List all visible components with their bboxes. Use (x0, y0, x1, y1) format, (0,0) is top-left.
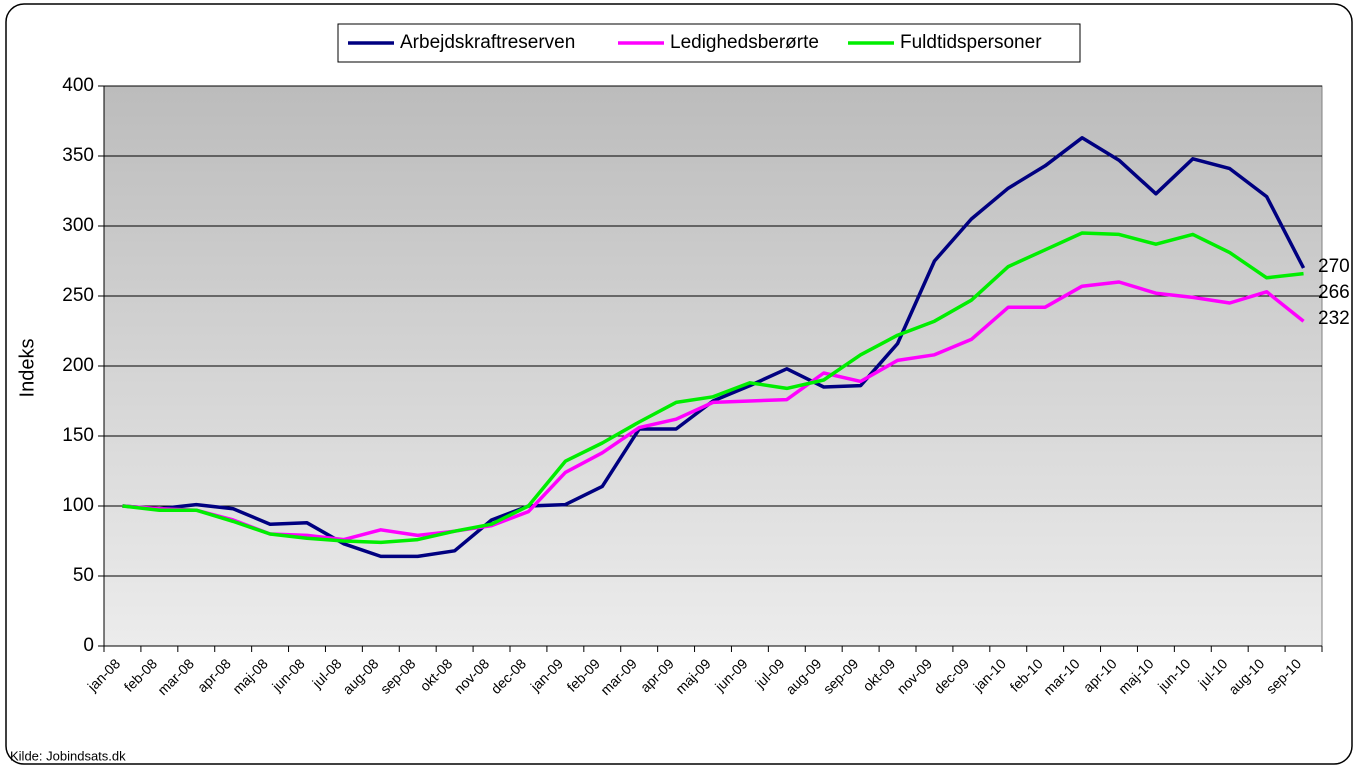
y-tick-label: 400 (62, 75, 94, 96)
y-tick-label: 0 (83, 635, 94, 656)
legend-label: Ledighedsberørte (670, 32, 819, 53)
y-tick-label: 200 (62, 355, 94, 376)
legend-box (337, 23, 1081, 63)
series-line (122, 231, 1304, 545)
legend-label: Fuldtidspersoner (900, 32, 1042, 53)
y-tick-label: 250 (62, 285, 94, 306)
y-tick-label: 50 (73, 565, 94, 586)
end-label: 232 (1318, 308, 1350, 329)
y-tick-label: 350 (62, 145, 94, 166)
legend-label: Arbejdskraftreserven (400, 32, 575, 53)
y-tick-label: 100 (62, 495, 94, 516)
y-tick-label: 300 (62, 215, 94, 236)
y-tick-label: 150 (62, 425, 94, 446)
series-line (122, 280, 1305, 542)
source: Kilde: Jobindsats.dk (10, 748, 126, 763)
end-label: 270 (1318, 256, 1350, 277)
end-label: 266 (1318, 282, 1350, 303)
y-axis-label: Indeks (16, 339, 38, 398)
